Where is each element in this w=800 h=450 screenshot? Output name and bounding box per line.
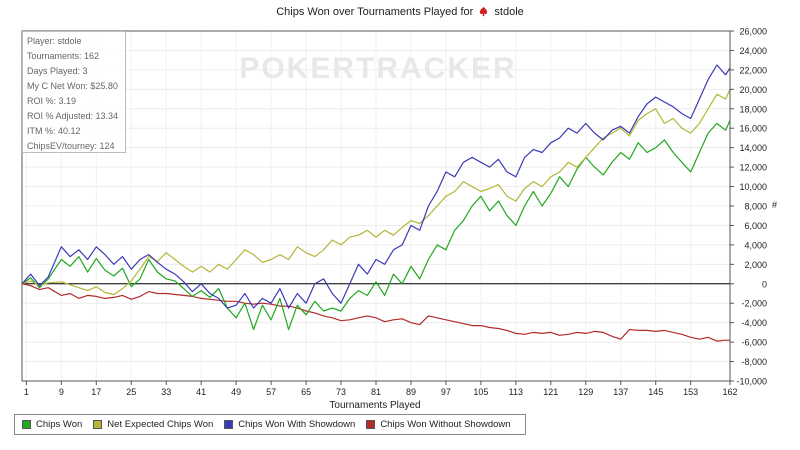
y-tick-label: 4,000 — [744, 240, 767, 250]
y-tick-label: 26,000 — [739, 27, 767, 37]
x-tick-label: 121 — [543, 387, 558, 397]
series-line-chips-won-without-showdown — [21, 283, 730, 342]
legend-swatch — [93, 420, 103, 429]
y-tick-label: -4,000 — [741, 318, 767, 328]
x-tick-label: 97 — [441, 387, 451, 397]
series-line-net-expected-chips-won — [21, 89, 731, 296]
y-tick-label: 12,000 — [739, 163, 767, 173]
y-tick-label: 10,000 — [739, 182, 767, 192]
y-tick-label: -6,000 — [741, 338, 767, 348]
x-tick-label: 129 — [578, 387, 593, 397]
legend: Chips Won Net Expected Chips Won Chips W… — [14, 414, 526, 435]
x-tick-label: 41 — [196, 387, 206, 397]
stats-box: Player: stdole Tournaments: 162 Days Pla… — [22, 31, 126, 153]
x-tick-label: 89 — [406, 387, 416, 397]
y-tick-label: 2,000 — [744, 260, 767, 270]
y-axis-label: # — [772, 200, 778, 210]
x-tick-label: 33 — [161, 387, 171, 397]
x-tick-label: 65 — [301, 387, 311, 397]
stat-net-won: My C Net Won: $25.80 — [27, 81, 118, 91]
x-tick-label: 162 — [722, 387, 737, 397]
stat-roi: ROI %: 3.19 — [27, 96, 77, 106]
chart-title-text: Chips Won over Tournaments Played for — [276, 6, 474, 18]
y-tick-label: -8,000 — [741, 357, 767, 367]
legend-item-with-showdown[interactable]: Chips Won With Showdown — [224, 419, 355, 430]
x-tick-label: 81 — [371, 387, 381, 397]
series-line-chips-won — [21, 120, 731, 331]
y-tick-label: 6,000 — [744, 221, 767, 231]
y-tick-label: 16,000 — [739, 124, 767, 134]
stat-itm: ITM %: 40.12 — [27, 126, 81, 136]
y-tick-label: 18,000 — [739, 104, 767, 114]
x-tick-label: 17 — [91, 387, 101, 397]
x-tick-label: 105 — [473, 387, 488, 397]
legend-swatch — [366, 420, 376, 429]
legend-label: Chips Won — [36, 419, 83, 430]
y-tick-label: 22,000 — [739, 65, 767, 75]
stat-roi-adjusted: ROI % Adjusted: 13.34 — [27, 111, 119, 121]
x-axis: 1 9 17 25 33 41 49 57 65 73 81 89 97 105 113 121 129 137 1… — [24, 381, 738, 397]
series-line-chips-won-with-showdown — [21, 64, 731, 309]
y-tick-label: 20,000 — [739, 85, 767, 95]
y-tick-label: 14,000 — [739, 143, 767, 153]
x-tick-label: 49 — [231, 387, 241, 397]
x-tick-label: 145 — [648, 387, 663, 397]
stat-chipsev: ChipsEV/tourney: 124 — [27, 141, 115, 151]
legend-item-chips-won[interactable]: Chips Won — [22, 419, 82, 430]
stat-tournaments: Tournaments: 162 — [27, 51, 100, 61]
series-layer — [21, 64, 731, 342]
legend-label: Chips Won With Showdown — [238, 419, 356, 430]
y-tick-label: -10,000 — [736, 377, 767, 387]
legend-label: Net Expected Chips Won — [107, 419, 214, 430]
legend-item-net-expected[interactable]: Net Expected Chips Won — [93, 419, 213, 430]
x-tick-label: 153 — [683, 387, 698, 397]
y-axis: -10,000 -8,000 -6,000 -4,000 -2,000 0 2,000 4,0… — [730, 27, 767, 387]
x-tick-label: 1 — [24, 387, 29, 397]
x-tick-label: 57 — [266, 387, 276, 397]
x-tick-label: 113 — [509, 387, 523, 397]
stat-player: Player: stdole — [27, 36, 82, 46]
y-tick-label: 8,000 — [744, 202, 767, 212]
spade-icon — [480, 6, 488, 17]
legend-swatch — [224, 420, 234, 429]
stat-days-played: Days Played: 3 — [27, 66, 88, 76]
x-axis-label: Tournaments Played — [329, 400, 420, 411]
y-tick-label: -2,000 — [741, 299, 767, 309]
legend-swatch — [22, 420, 31, 429]
y-tick-label: 24,000 — [739, 46, 767, 56]
chart-title: Chips Won over Tournaments Played for st… — [0, 6, 800, 18]
watermark: POKERTRACKER — [239, 52, 516, 85]
legend-item-without-showdown[interactable]: Chips Won Without Showdown — [366, 419, 511, 430]
y-tick-label: 0 — [762, 279, 767, 289]
x-tick-label: 73 — [336, 387, 346, 397]
x-tick-label: 25 — [126, 387, 136, 397]
x-tick-label: 9 — [59, 387, 64, 397]
x-tick-label: 137 — [613, 387, 628, 397]
chart-title-player: stdole — [494, 6, 524, 18]
legend-label: Chips Won Without Showdown — [380, 419, 511, 430]
